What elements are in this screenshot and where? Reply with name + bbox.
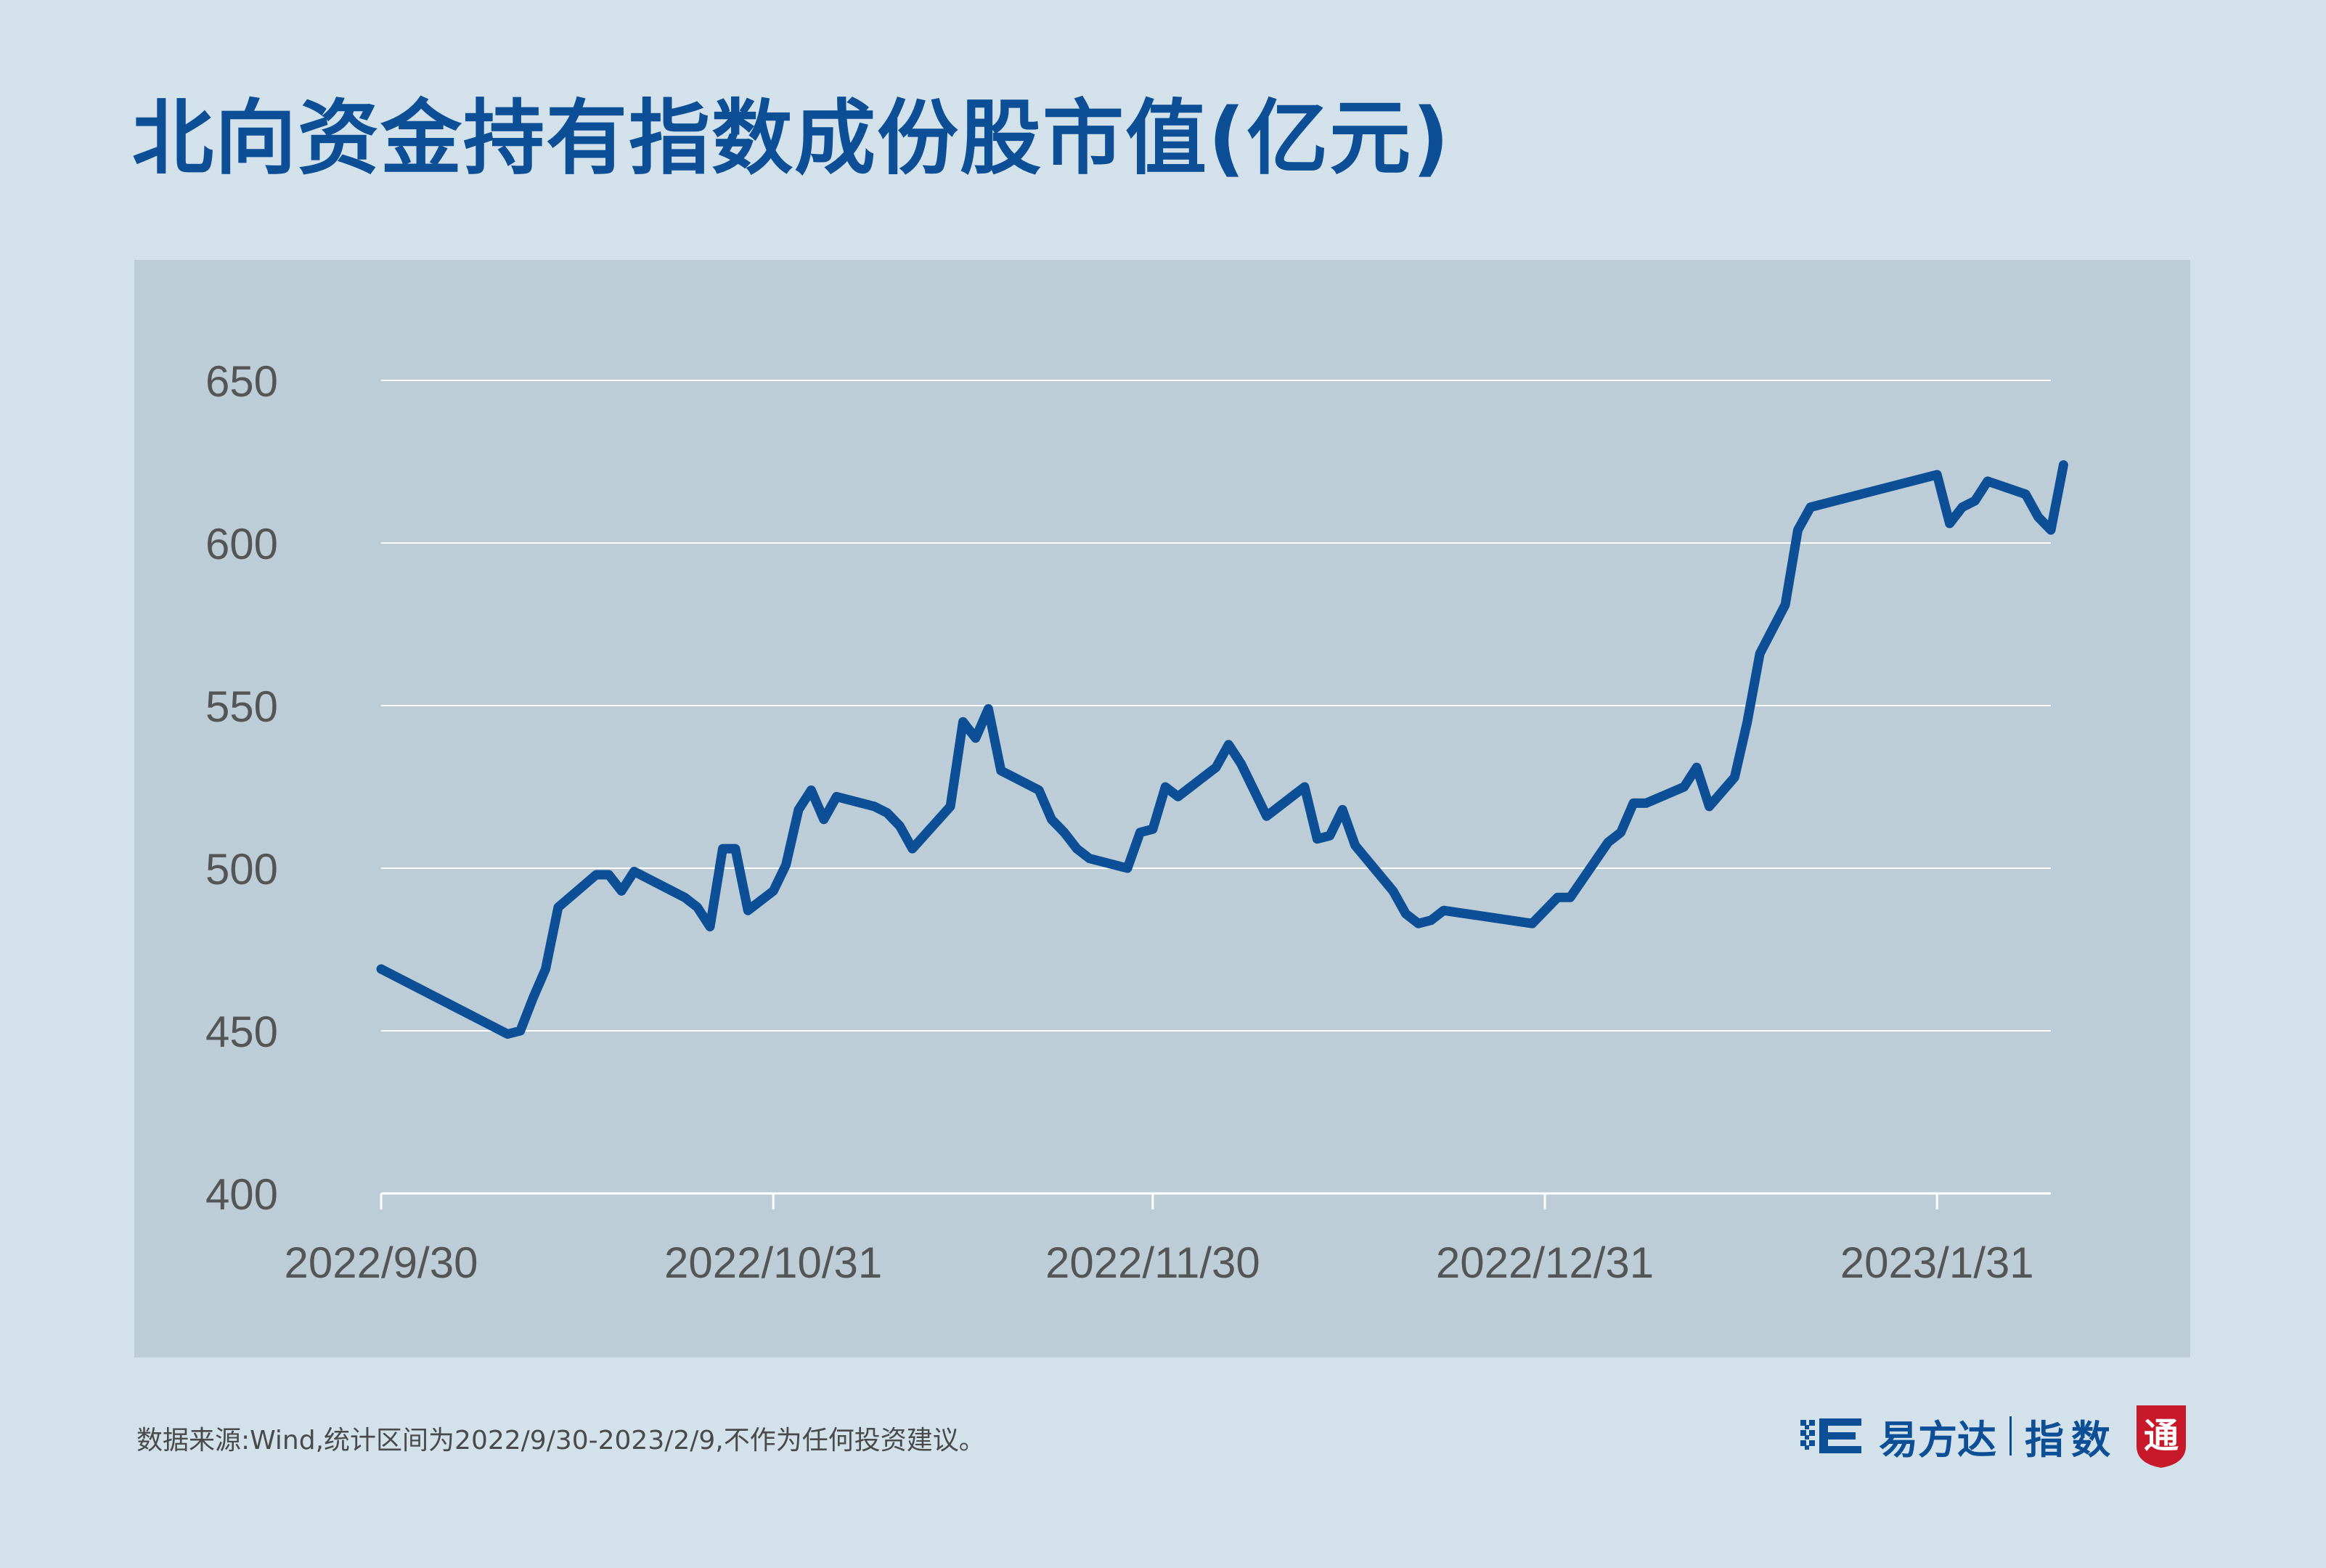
line-chart: 400 450 500 550 600 650 2022/9/30 2022/10/31 202… — [205, 357, 2068, 1287]
x-tick-label: 2022/11/30 — [1045, 1238, 1260, 1287]
x-tick-label: 2023/1/31 — [1840, 1238, 2034, 1287]
y-tick-label: 500 — [205, 845, 278, 894]
brand-name: 易方达 — [1879, 1416, 1996, 1463]
gridlines — [381, 380, 2051, 1032]
x-tick-label: 2022/12/31 — [1436, 1238, 1654, 1287]
brand-logo: 易方达 指数 通 — [1799, 1400, 2192, 1472]
x-tick-label: 2022/10/31 — [664, 1238, 882, 1287]
brand-mark-icon — [1800, 1418, 1861, 1453]
brand-divider — [2009, 1416, 2012, 1455]
y-tick-label: 600 — [205, 520, 278, 568]
y-tick-label: 650 — [205, 357, 278, 406]
y-tick-label: 550 — [205, 682, 278, 731]
plot-panel: 400 450 500 550 600 650 2022/9/30 2022/10/31 202… — [134, 260, 2190, 1357]
source-note: 数据来源:Wind,统计区间为2022/9/30-2023/2/9,不作为任何投… — [136, 1426, 985, 1455]
series — [376, 460, 2068, 1039]
y-tick-label: 400 — [205, 1170, 278, 1219]
chart-title: 北向资金持有指数成份股市值(亿元) — [132, 91, 1451, 186]
y-tick-label: 450 — [205, 1008, 278, 1056]
seal-icon: 通 — [2137, 1405, 2186, 1468]
seal-character: 通 — [2144, 1416, 2179, 1456]
x-tick-label: 2022/9/30 — [285, 1238, 478, 1287]
brand-sub: 指数 — [2025, 1416, 2118, 1463]
series-line — [376, 460, 2068, 1039]
axes: 400 450 500 550 600 650 2022/9/30 2022/10/31 202… — [205, 357, 2051, 1287]
